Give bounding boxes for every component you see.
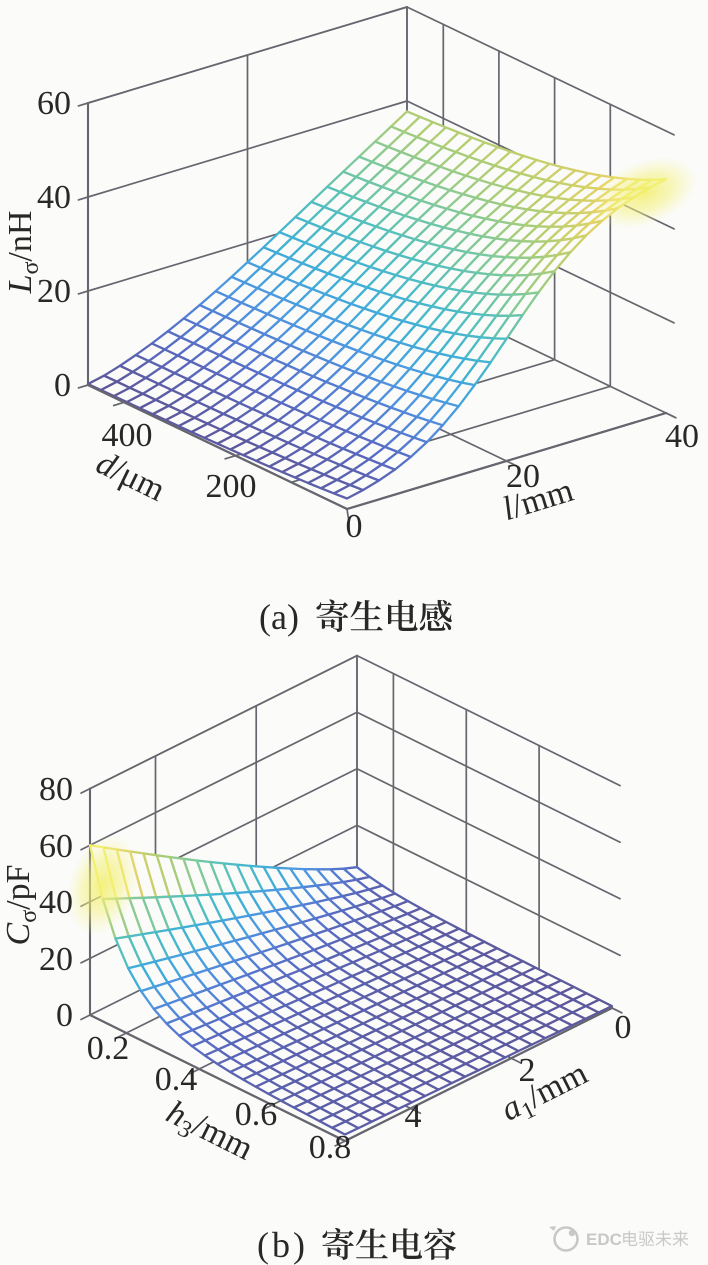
- svg-text:0.8: 0.8: [309, 1129, 352, 1166]
- svg-text:(b): (b): [257, 1225, 308, 1265]
- svg-text:Cσ/pF: Cσ/pF: [0, 865, 42, 946]
- svg-text:40: 40: [665, 418, 699, 455]
- svg-text:0: 0: [56, 997, 73, 1034]
- svg-text:0: 0: [54, 367, 71, 404]
- svg-text:20: 20: [506, 458, 540, 495]
- svg-text:40: 40: [39, 884, 73, 921]
- svg-text:4: 4: [405, 1098, 422, 1135]
- svg-text:d/μm: d/μm: [91, 444, 171, 508]
- svg-text:40: 40: [37, 179, 71, 216]
- svg-text:0.6: 0.6: [235, 1096, 278, 1133]
- svg-text:0.4: 0.4: [155, 1061, 198, 1098]
- svg-text:400: 400: [102, 417, 153, 454]
- svg-text:EDC: EDC: [586, 1230, 622, 1249]
- svg-text:0: 0: [346, 508, 363, 545]
- svg-text:a1/mm: a1/mm: [495, 1055, 595, 1133]
- svg-text:Lσ/nH: Lσ/nH: [2, 211, 44, 295]
- svg-text:0.2: 0.2: [87, 1030, 130, 1067]
- svg-text:(a): (a): [259, 597, 299, 637]
- svg-text:60: 60: [37, 85, 71, 122]
- svg-text:20: 20: [39, 941, 73, 978]
- svg-text:80: 80: [39, 771, 73, 808]
- svg-text:0: 0: [615, 1009, 632, 1046]
- svg-text:20: 20: [37, 273, 71, 310]
- svg-text:200: 200: [206, 468, 257, 505]
- svg-text:2: 2: [519, 1052, 536, 1089]
- svg-text:60: 60: [39, 828, 73, 865]
